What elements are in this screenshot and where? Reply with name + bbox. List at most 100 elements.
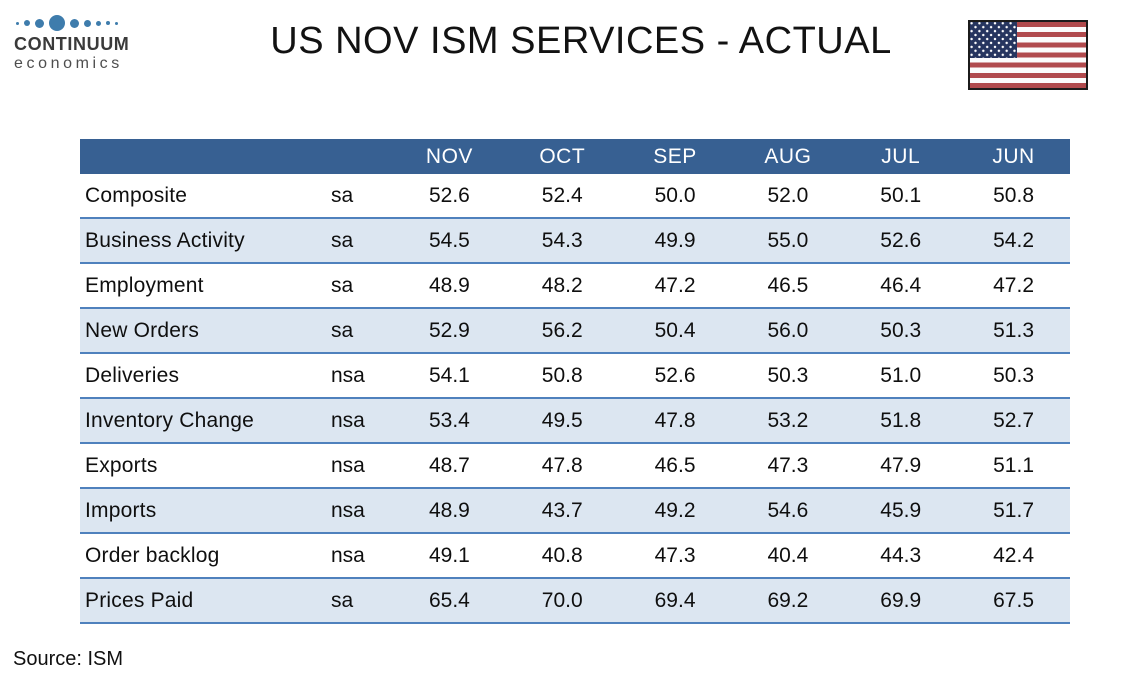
value-cell: 52.6 [880, 228, 922, 252]
flag-canton-stars [970, 22, 1017, 58]
value-cell: 70.0 [541, 588, 583, 612]
value-cell: 48.7 [428, 453, 470, 477]
table-row: Employment sa 48.9 48.2 47.2 46.5 46.4 4… [80, 263, 1070, 308]
value-cell: 51.1 [993, 453, 1034, 477]
value-cell: 50.3 [993, 363, 1034, 387]
row-label-cell: Business Activity [85, 228, 245, 252]
row-label-cell: Exports [85, 453, 158, 477]
header-cell-month: OCT [505, 139, 619, 174]
value-cell: 65.4 [428, 588, 470, 612]
value-cell: 50.3 [880, 318, 922, 342]
value-cell: 69.9 [880, 588, 922, 612]
header-cell-month: AUG [731, 139, 845, 174]
value-cell: 47.9 [880, 453, 922, 477]
table-row: Business Activity sa 54.5 54.3 49.9 55.0… [80, 218, 1070, 263]
adjustment-cell: sa [331, 228, 354, 252]
value-cell: 50.8 [993, 183, 1034, 207]
header-cell-month: JUL [844, 139, 958, 174]
adjustment-cell: sa [331, 318, 354, 342]
value-cell: 52.6 [654, 363, 696, 387]
adjustment-cell: sa [331, 183, 354, 207]
value-cell: 69.4 [654, 588, 696, 612]
value-cell: 52.4 [541, 183, 583, 207]
value-cell: 52.0 [767, 183, 809, 207]
logo-dot [115, 21, 118, 25]
continuum-economics-logo: CONTINUUM economics [14, 13, 194, 73]
table-row: New Orders sa 52.9 56.2 50.4 56.0 50.3 5… [80, 308, 1070, 353]
value-cell: 67.5 [993, 588, 1034, 612]
value-cell: 47.8 [654, 408, 696, 432]
row-label-cell: New Orders [85, 318, 200, 342]
logo-dot [106, 21, 110, 25]
adjustment-cell: sa [331, 273, 354, 297]
value-cell: 46.4 [880, 273, 922, 297]
row-label-cell: Employment [85, 273, 204, 297]
value-cell: 49.5 [541, 408, 583, 432]
value-cell: 54.6 [767, 498, 809, 522]
value-cell: 48.2 [541, 273, 583, 297]
row-label-cell: Order backlog [85, 543, 220, 567]
adjustment-cell: sa [331, 588, 354, 612]
table-row: Prices Paid sa 65.4 70.0 69.4 69.2 69.9 … [80, 578, 1070, 623]
value-cell: 52.7 [993, 408, 1034, 432]
value-cell: 51.3 [993, 318, 1034, 342]
value-cell: 48.9 [428, 273, 470, 297]
table-row: Imports nsa 48.9 43.7 49.2 54.6 45.9 51.… [80, 488, 1070, 533]
table-row: Inventory Change nsa 53.4 49.5 47.8 53.2… [80, 398, 1070, 443]
value-cell: 50.0 [654, 183, 696, 207]
value-cell: 48.9 [428, 498, 470, 522]
value-cell: 52.6 [428, 183, 470, 207]
table-row: Composite sa 52.6 52.4 50.0 52.0 50.1 50… [80, 174, 1070, 218]
value-cell: 53.4 [428, 408, 470, 432]
value-cell: 44.3 [880, 543, 922, 567]
value-cell: 43.7 [541, 498, 583, 522]
value-cell: 56.2 [541, 318, 583, 342]
logo-dot [49, 15, 65, 31]
adjustment-cell: nsa [331, 408, 365, 432]
value-cell: 50.1 [880, 183, 922, 207]
logo-dot [84, 19, 91, 27]
row-label-cell: Inventory Change [85, 408, 254, 432]
value-cell: 51.7 [993, 498, 1034, 522]
value-cell: 50.8 [541, 363, 583, 387]
logo-dot [70, 18, 79, 28]
logo-subtitle: economics [14, 55, 123, 72]
header-cell-month: JUN [957, 139, 1070, 174]
row-label-cell: Deliveries [85, 363, 180, 387]
us-flag-icon [968, 20, 1088, 90]
value-cell: 50.4 [654, 318, 696, 342]
adjustment-cell: nsa [331, 453, 365, 477]
header-cell-blank [80, 139, 305, 174]
value-cell: 49.9 [654, 228, 696, 252]
row-label-cell: Prices Paid [85, 588, 194, 612]
table-row: Deliveries nsa 54.1 50.8 52.6 50.3 51.0 … [80, 353, 1070, 398]
value-cell: 51.8 [880, 408, 922, 432]
table-header-row: NOV OCT SEP AUG JUL JUN [80, 139, 1070, 174]
value-cell: 47.3 [654, 543, 696, 567]
value-cell: 47.2 [993, 273, 1034, 297]
value-cell: 49.1 [428, 543, 470, 567]
value-cell: 40.8 [541, 543, 583, 567]
table-row: Exports nsa 48.7 47.8 46.5 47.3 47.9 51.… [80, 443, 1070, 488]
value-cell: 53.2 [767, 408, 809, 432]
header-cell-month: SEP [618, 139, 732, 174]
value-cell: 54.2 [993, 228, 1034, 252]
value-cell: 51.0 [880, 363, 922, 387]
value-cell: 46.5 [654, 453, 696, 477]
row-label-cell: Imports [85, 498, 157, 522]
logo-dot [24, 20, 30, 26]
logo-dot [16, 21, 19, 25]
adjustment-cell: nsa [331, 498, 365, 522]
value-cell: 52.9 [428, 318, 470, 342]
value-cell: 69.2 [767, 588, 809, 612]
page-title: US NOV ISM SERVICES - ACTUAL [270, 20, 892, 62]
value-cell: 49.2 [654, 498, 696, 522]
header-cell-month: NOV [393, 139, 506, 174]
adjustment-cell: nsa [331, 363, 365, 387]
logo-dot [35, 18, 44, 28]
value-cell: 46.5 [767, 273, 809, 297]
header-cell-blank [305, 139, 393, 174]
value-cell: 47.3 [767, 453, 809, 477]
logo-dot [96, 20, 101, 26]
value-cell: 40.4 [767, 543, 809, 567]
